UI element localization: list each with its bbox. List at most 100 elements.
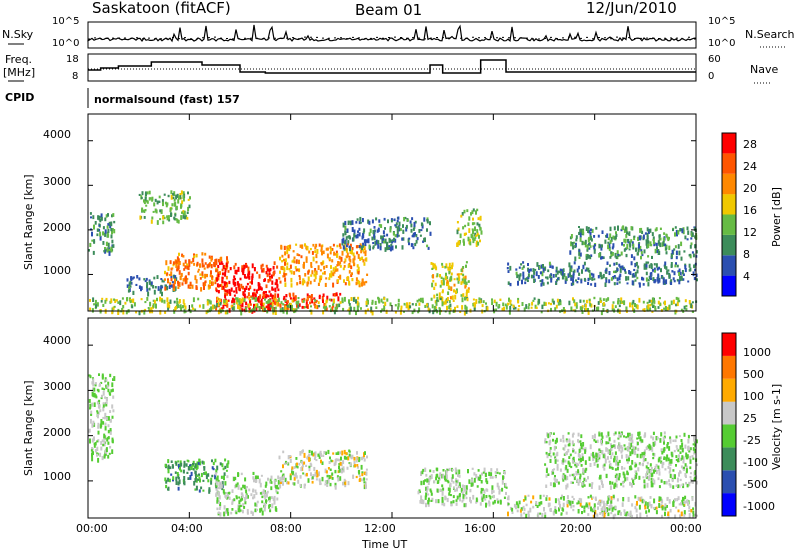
power-data-cell: [668, 236, 670, 240]
power-data-cell: [329, 298, 331, 301]
velocity-data-cell: [618, 459, 621, 463]
power-data-cell: [357, 266, 360, 271]
velocity-data-cell: [215, 488, 218, 491]
power-data-cell: [317, 282, 320, 286]
velocity-data-cell: [484, 472, 487, 477]
velocity-data-cell: [337, 476, 340, 482]
power-data-cell: [177, 304, 180, 308]
power-colorbar-segment: [722, 214, 736, 235]
velocity-data-cell: [603, 463, 606, 467]
velocity-data-cell: [583, 484, 586, 487]
velocity-data-cell: [619, 435, 622, 438]
power-data-cell: [325, 265, 328, 268]
power-data-cell: [210, 264, 213, 269]
power-data-cell: [449, 267, 451, 271]
velocity-data-cell: [674, 474, 676, 480]
power-data-cell: [342, 267, 345, 271]
velocity-data-cell: [502, 475, 504, 480]
power-data-cell: [324, 282, 327, 287]
power-data-cell: [122, 305, 125, 309]
velocity-data-cell: [543, 507, 545, 512]
velocity-data-cell: [566, 495, 569, 500]
power-data-cell: [521, 302, 524, 306]
power-data-cell: [292, 250, 295, 253]
power-data-cell: [243, 293, 246, 299]
power-data-cell: [636, 276, 639, 280]
velocity-data-cell: [315, 478, 318, 481]
power-data-cell: [211, 277, 214, 281]
power-data-cell: [621, 265, 624, 269]
power-data-cell: [602, 298, 605, 301]
velocity-data-cell: [295, 475, 298, 479]
power-data-cell: [649, 272, 652, 278]
velocity-data-cell: [688, 513, 691, 518]
power-data-cell: [151, 197, 154, 202]
power-data-cell: [644, 232, 647, 235]
velocity-data-cell: [515, 501, 518, 505]
power-data-cell: [161, 291, 163, 297]
power-data-cell: [153, 276, 156, 280]
power-data-cell: [632, 243, 635, 248]
velocity-data-cell: [636, 441, 639, 446]
power-data-cell: [148, 287, 151, 291]
velocity-data-cell: [261, 510, 264, 516]
power-data-cell: [309, 248, 312, 251]
power-data-cell: [344, 231, 347, 236]
power-data-cell: [315, 253, 318, 259]
power-data-cell: [570, 282, 573, 286]
velocity-data-cell: [198, 473, 200, 476]
power-data-cell: [104, 299, 107, 304]
velocity-data-cell: [424, 495, 427, 500]
power-data-cell: [632, 299, 635, 304]
velocity-data-cell: [243, 506, 246, 509]
power-data-cell: [107, 213, 109, 217]
power-data-cell: [180, 215, 183, 220]
velocity-data-cell: [329, 456, 331, 460]
power-data-cell: [446, 297, 449, 302]
power-data-cell: [243, 298, 246, 302]
power-data-cell: [551, 265, 554, 269]
velocity-data-cell: [183, 481, 186, 486]
power-data-cell: [89, 242, 92, 247]
velocity-data-cell: [572, 443, 575, 447]
velocity-cbar-tick: -1000: [743, 500, 775, 513]
velocity-data-cell: [568, 456, 571, 459]
velocity-data-cell: [590, 506, 592, 512]
velocity-data-cell: [589, 463, 592, 467]
power-data-cell: [664, 265, 666, 269]
power-data-cell: [247, 303, 250, 308]
velocity-data-cell: [560, 496, 563, 500]
velocity-data-cell: [593, 503, 596, 508]
velocity-data-cell: [627, 513, 630, 517]
velocity-data-cell: [676, 447, 679, 451]
power-data-cell: [301, 305, 304, 309]
velocity-data-cell: [489, 495, 492, 500]
velocity-data-cell: [91, 447, 93, 451]
velocity-data-cell: [497, 485, 500, 490]
power-data-cell: [410, 243, 413, 247]
power-data-cell: [416, 237, 419, 241]
velocity-data-cell: [269, 481, 272, 484]
power-data-cell: [363, 281, 366, 286]
power-data-cell: [426, 219, 429, 222]
power-data-cell: [403, 217, 406, 222]
power-data-cell: [614, 252, 617, 258]
power-data-cell: [515, 268, 518, 271]
power-data-cell: [333, 251, 336, 256]
velocity-data-cell: [100, 381, 103, 384]
power-data-cell: [659, 302, 662, 307]
power-data-cell: [396, 226, 399, 232]
velocity-data-cell: [422, 499, 425, 505]
velocity-data-cell: [91, 381, 94, 385]
power-data-cell: [629, 302, 631, 308]
power-data-cell: [256, 297, 259, 302]
velocity-data-cell: [567, 499, 570, 504]
power-data-cell: [650, 264, 653, 269]
power-data-cell: [353, 306, 356, 312]
power-data-cell: [103, 250, 106, 253]
power-data-cell: [289, 303, 292, 306]
velocity-data-cell: [164, 463, 167, 468]
power-data-cell: [173, 191, 176, 197]
power-data-cell: [291, 260, 294, 263]
power-data-cell: [688, 263, 691, 268]
